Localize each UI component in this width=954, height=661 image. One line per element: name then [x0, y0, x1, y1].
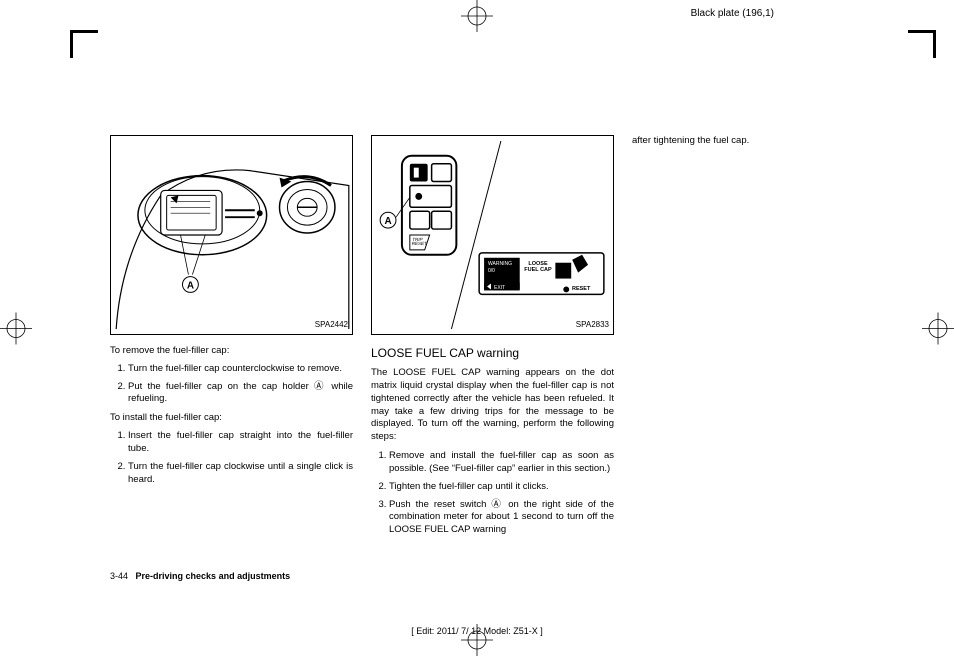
- list-item: Tighten the fuel-filler cap until it cli…: [389, 481, 614, 494]
- subheading-loose-fuel-cap: LOOSE FUEL CAP warning: [371, 345, 614, 361]
- install-steps: Insert the fuel-filler cap straight into…: [110, 430, 353, 486]
- list-item: Turn the fuel-filler cap counterclockwis…: [128, 363, 353, 376]
- crop-mark-tr: [908, 30, 936, 58]
- page-number: 3-44: [110, 571, 128, 581]
- list-item: Put the fuel-filler cap on the cap holde…: [128, 381, 353, 407]
- column-2: A WARNING 0/0 LOOSE FUEL CAP EXIT RESET: [371, 135, 614, 581]
- remove-steps: Turn the fuel-filler cap counterclockwis…: [110, 363, 353, 406]
- warning-text: WARNING: [488, 261, 517, 268]
- list-item: Push the reset switch Ⓐ on the right sid…: [389, 499, 614, 537]
- loose-fuel-cap-label: LOOSE FUEL CAP: [524, 262, 552, 273]
- exit-label: EXIT: [494, 285, 505, 292]
- warning-body: The LOOSE FUEL CAP warning appears on th…: [371, 367, 614, 444]
- registration-mark-right: [922, 312, 954, 349]
- list-item: Remove and install the fuel-filler cap a…: [389, 450, 614, 476]
- warning-count: 0/0: [488, 268, 517, 275]
- fuel-cap-illustration: A: [111, 136, 352, 334]
- reset-label: RESET: [572, 286, 590, 293]
- list-item: Turn the fuel-filler cap clockwise until…: [128, 461, 353, 487]
- remove-intro: To remove the fuel-filler cap:: [110, 345, 353, 358]
- dashboard-illustration: A: [372, 136, 613, 334]
- registration-mark-top: [461, 0, 493, 37]
- footer-edit: [ Edit: 2011/ 7/ 12 Model: Z51-X ]: [411, 626, 542, 636]
- footer-section: 3-44 Pre-driving checks and adjustments: [110, 571, 290, 581]
- warning-steps: Remove and install the fuel-filler cap a…: [371, 450, 614, 537]
- column-1: A SPA2442 To remove the fuel-filler cap:…: [110, 135, 353, 581]
- figure-label-1: SPA2442: [315, 320, 348, 331]
- continuation-text: after tightening the fuel cap.: [632, 135, 875, 148]
- svg-text:A: A: [384, 216, 391, 227]
- figure-label-2: SPA2833: [576, 320, 609, 331]
- registration-mark-left: [0, 312, 32, 349]
- trip-reset-label: TRIPRESET: [411, 238, 427, 246]
- figure-dashboard: A WARNING 0/0 LOOSE FUEL CAP EXIT RESET: [371, 135, 614, 335]
- column-3: after tightening the fuel cap.: [632, 135, 875, 581]
- crop-mark-tl: [70, 30, 98, 58]
- section-title: Pre-driving checks and adjustments: [136, 571, 291, 581]
- warning-label-box: WARNING 0/0: [486, 260, 519, 274]
- figure-fuel-cap: A SPA2442: [110, 135, 353, 335]
- content-columns: A SPA2442 To remove the fuel-filler cap:…: [110, 135, 884, 581]
- page: Black plate (196,1): [0, 0, 954, 661]
- list-item: Insert the fuel-filler cap straight into…: [128, 430, 353, 456]
- install-intro: To install the fuel-filler cap:: [110, 412, 353, 425]
- svg-text:A: A: [187, 280, 194, 291]
- plate-header: Black plate (196,1): [691, 8, 774, 19]
